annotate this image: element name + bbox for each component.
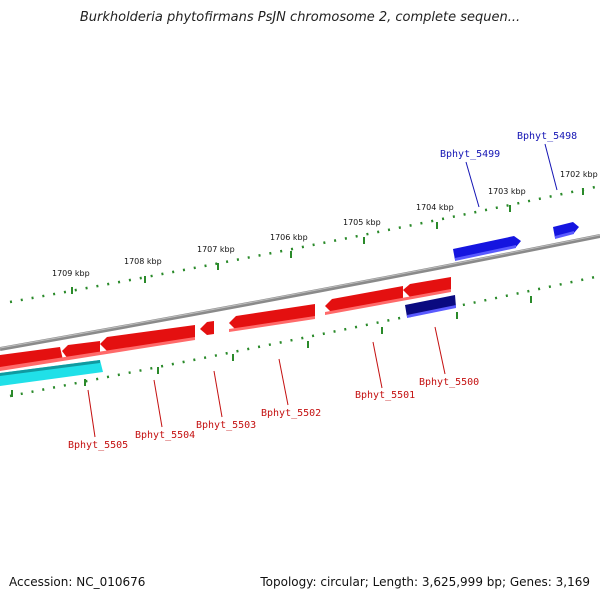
- label-leaders: [87, 143, 558, 438]
- forward-genes: [453, 222, 579, 261]
- gene-label-bphyt-5498[interactable]: Bphyt_5498: [517, 131, 577, 142]
- rna-gene-cyan[interactable]: [0, 360, 103, 386]
- leader-bphyt-5498: [544, 143, 558, 191]
- chromosome-backbone: [0, 234, 600, 351]
- gene-label-bphyt-5502[interactable]: Bphyt_5502: [261, 408, 321, 419]
- reverse-gene-shading: [229, 316, 315, 332]
- tick-label-1707: 1707 kbp: [197, 245, 235, 254]
- reverse-gene-shading: [325, 289, 451, 315]
- tick-label-1702: 1702 kbp: [560, 170, 598, 179]
- tick-label-1703: 1703 kbp: [488, 187, 526, 196]
- tick-label-1704: 1704 kbp: [416, 203, 454, 212]
- gene-arrow-bphyt-5501[interactable]: [325, 286, 403, 313]
- tick-label-1708: 1708 kbp: [124, 257, 162, 266]
- gene-arrow-bphyt-5499[interactable]: [453, 236, 521, 260]
- tick-label-1706: 1706 kbp: [270, 233, 308, 242]
- topology-text: Topology: circular; Length: 3,625,999 bp…: [260, 575, 590, 589]
- tick-label-1709: 1709 kbp: [52, 269, 90, 278]
- gene-arrow-dark-forward-shadow: [407, 305, 456, 318]
- leader-bphyt-5499: [465, 161, 480, 208]
- gene-labels: Bphyt_5499 Bphyt_5498 Bphyt_5505 Bphyt_5…: [68, 131, 577, 451]
- gene-arrow-bphyt-5502[interactable]: [229, 304, 315, 330]
- leader-bphyt-5504: [153, 379, 163, 428]
- leader-bphyt-5501: [372, 341, 383, 389]
- gene-arrow-bphyt-5498[interactable]: [553, 222, 579, 238]
- gene-label-bphyt-5501[interactable]: Bphyt_5501: [355, 390, 415, 401]
- leader-bphyt-5505: [87, 389, 96, 438]
- inner-tick-track: [9, 274, 600, 398]
- outer-tick-track: [9, 184, 600, 304]
- reverse-genes: [0, 277, 456, 386]
- rna-gene-cyan-edge: [0, 360, 100, 376]
- chromosome-backbone-highlight: [0, 234, 600, 349]
- gene-arrow-bphyt-5503[interactable]: [200, 321, 214, 335]
- gene-arrow-dark-forward[interactable]: [405, 295, 456, 317]
- gene-label-bphyt-5500[interactable]: Bphyt_5500: [419, 377, 479, 388]
- gene-arrow-row[interactable]: [0, 347, 63, 369]
- gene-arrow-bphyt-5498-shadow: [555, 231, 574, 239]
- leader-bphyt-5503: [213, 370, 223, 418]
- map-title: Burkholderia phytofirmans PsJN chromosom…: [79, 10, 521, 25]
- gene-arrow-bphyt-5499-shadow: [455, 245, 516, 261]
- reverse-gene-shading: [0, 337, 195, 371]
- gene-arrow-bphyt-5504[interactable]: [100, 325, 195, 351]
- gene-label-bphyt-5499[interactable]: Bphyt_5499: [440, 149, 500, 160]
- gene-label-bphyt-5505[interactable]: Bphyt_5505: [68, 440, 128, 451]
- gene-label-bphyt-5503[interactable]: Bphyt_5503: [196, 420, 256, 431]
- accession-text: Accession: NC_010676: [9, 575, 146, 589]
- leader-bphyt-5502: [278, 358, 289, 406]
- scale-ticks: 1709 kbp 1708 kbp 1707 kbp 1706 kbp 1705…: [11, 170, 598, 397]
- tick-label-1705: 1705 kbp: [343, 218, 381, 227]
- gene-label-bphyt-5504[interactable]: Bphyt_5504: [135, 430, 195, 441]
- leader-bphyt-5500: [434, 326, 446, 375]
